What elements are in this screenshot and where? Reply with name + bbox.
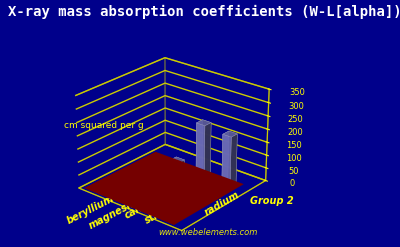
Text: X-ray mass absorption coefficients (W-L[alpha]): X-ray mass absorption coefficients (W-L[… — [8, 5, 400, 19]
Text: www.webelements.com: www.webelements.com — [158, 228, 258, 237]
